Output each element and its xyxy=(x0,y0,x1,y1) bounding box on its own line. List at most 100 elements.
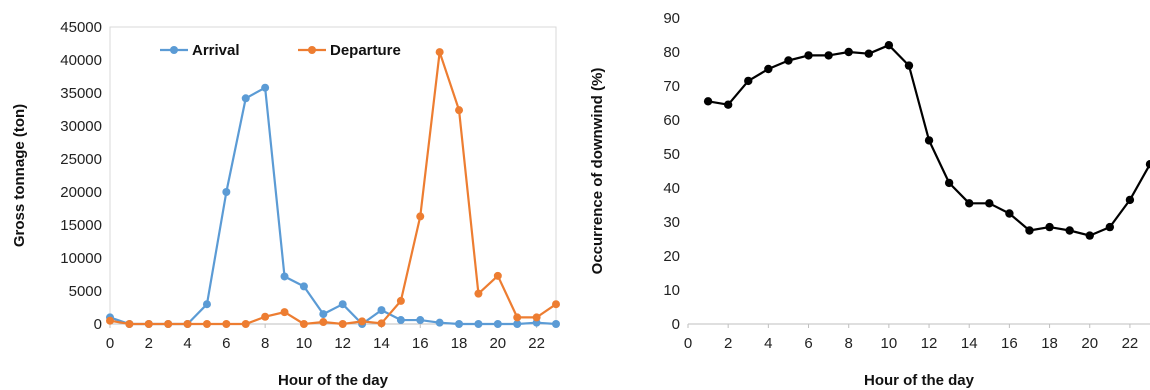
departure-point xyxy=(144,320,153,328)
x-tick-label: 12 xyxy=(921,335,938,352)
y-tick-label: 20000 xyxy=(60,184,102,201)
departure-point xyxy=(222,320,231,328)
arrival-point xyxy=(299,282,308,291)
y-tick-label: 0 xyxy=(672,316,680,333)
y-tick-label: 40 xyxy=(663,180,680,197)
arrival-point xyxy=(280,272,289,281)
y-tick-label: 15000 xyxy=(60,217,102,234)
arrival-point xyxy=(435,318,444,327)
departure-point xyxy=(183,320,192,328)
y-tick-label: 35000 xyxy=(60,85,102,102)
series-0-point xyxy=(1105,222,1115,232)
x-axis-title: Hour of the day xyxy=(278,372,389,389)
series-0-point xyxy=(1025,226,1034,235)
series-0-point xyxy=(1125,195,1135,205)
y-tick-label: 10 xyxy=(663,282,680,299)
arrival-point xyxy=(261,83,270,92)
departure-point xyxy=(202,320,211,328)
departure-point xyxy=(164,320,173,328)
departure-line xyxy=(109,50,557,326)
x-tick-label: 0 xyxy=(684,335,692,352)
series-0-point xyxy=(1065,226,1074,235)
series-0-point xyxy=(864,49,873,58)
arrival-point xyxy=(416,316,425,325)
series-0-point xyxy=(924,136,934,145)
y-tick-label: 25000 xyxy=(60,151,102,168)
y-tick-label: 70 xyxy=(663,78,680,95)
series-group xyxy=(703,41,1150,240)
y-tick-label: 20 xyxy=(663,248,680,265)
x-tick-label: 16 xyxy=(1001,335,1018,352)
departure-point xyxy=(280,308,289,317)
series-group xyxy=(106,48,560,328)
y-tick-label: 60 xyxy=(663,112,680,129)
x-tick-label: 14 xyxy=(373,335,390,352)
series-0-point xyxy=(844,47,853,57)
y-axis-title: Gross tonnage (ton) xyxy=(11,104,28,247)
departure-point xyxy=(435,48,444,57)
y-tick-label: 40000 xyxy=(60,52,102,69)
x-tick-label: 20 xyxy=(489,335,506,352)
series-0-point xyxy=(1005,209,1014,218)
arrival-point xyxy=(319,310,328,319)
y-tick-label: 30000 xyxy=(60,118,102,135)
x-tick-label: 22 xyxy=(528,335,545,352)
series-0-point xyxy=(1145,160,1150,169)
series-0-point xyxy=(985,199,994,208)
x-tick-label: 14 xyxy=(961,335,978,352)
arrival-point xyxy=(338,300,347,309)
series-0-point xyxy=(904,61,914,70)
x-tick-label: 8 xyxy=(845,335,853,352)
gross-tonnage-chart: 0 5000 10000 15000 20000 25000 30000 35000 40000… xyxy=(11,19,560,389)
series-0-point xyxy=(744,76,753,86)
departure-point xyxy=(552,300,560,309)
x-tick-label: 8 xyxy=(261,335,269,352)
departure-point xyxy=(474,289,483,298)
x-tick-label: 16 xyxy=(412,335,429,352)
x-axis-title: Hour of the day xyxy=(864,372,975,389)
series-0-point xyxy=(723,100,733,109)
y-tick-label: 45000 xyxy=(60,19,102,36)
departure-point xyxy=(396,296,405,305)
arrival-point xyxy=(241,94,250,103)
arrival-point xyxy=(377,306,386,315)
gross-tonnage-chart-svg: 0 5000 10000 15000 20000 25000 30000 35000 40000… xyxy=(11,19,560,389)
y-tick-label: 10000 xyxy=(60,250,102,267)
downwind-occurrence-chart: 0 10 20 30 40 50 60 70 80 90 0 2 4 6 8 10 12 14 16 18 20 22 Ho… xyxy=(575,0,1150,390)
departure-point xyxy=(299,320,308,328)
arrival-point xyxy=(474,320,483,328)
x-tick-label: 2 xyxy=(145,335,153,352)
plot-area-border xyxy=(109,26,557,325)
x-tick-label: 20 xyxy=(1081,335,1098,352)
x-tick-label: 12 xyxy=(334,335,351,352)
arrival-point xyxy=(222,188,231,196)
series-0-point xyxy=(965,199,974,208)
departure-point xyxy=(377,319,386,328)
legend-departure-marker xyxy=(308,46,316,54)
arrival-point xyxy=(513,320,522,328)
departure-point xyxy=(358,317,367,326)
legend-arrival-marker xyxy=(170,46,178,54)
series-0-point xyxy=(703,97,713,106)
y-tick-label: 30 xyxy=(663,214,680,231)
series-0-point xyxy=(1045,222,1054,232)
downwind-occurrence-chart-svg: 0 10 20 30 40 50 60 70 80 90 0 2 4 6 8 10 12 14 16 18 20 22 Ho… xyxy=(589,10,1150,389)
departure-point xyxy=(338,320,347,328)
departure-point xyxy=(513,313,522,322)
departure-point xyxy=(319,318,328,327)
x-tick-label: 10 xyxy=(881,335,898,352)
departure-point xyxy=(241,320,250,328)
y-tick-label: 0 xyxy=(94,316,102,333)
arrival-point xyxy=(493,320,502,328)
x-tick-label: 22 xyxy=(1122,335,1139,352)
x-tick-label: 10 xyxy=(296,335,313,352)
arrival-point xyxy=(455,320,464,328)
arrival-point xyxy=(202,300,211,309)
y-tick-label: 50 xyxy=(663,146,680,163)
departure-point xyxy=(416,212,425,221)
arrival-point xyxy=(552,320,560,328)
arrival-point xyxy=(396,316,405,325)
x-tick-label: 4 xyxy=(764,335,772,352)
departure-point xyxy=(532,313,541,322)
departure-point xyxy=(493,271,502,280)
